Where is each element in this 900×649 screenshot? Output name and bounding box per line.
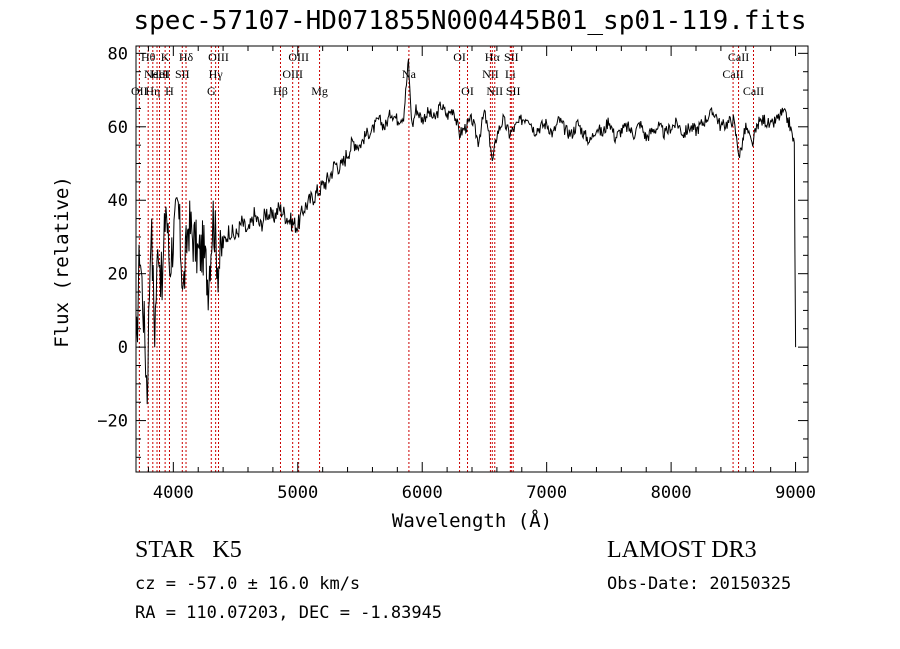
plot-frame [135, 45, 809, 473]
survey-label: LAMOST DR3 [607, 537, 757, 563]
spectral-line-label: OI [453, 50, 466, 64]
x-tick-label: 5000 [277, 483, 318, 503]
axes-layer: 4000 5000 6000 7000 8000 9000 −20 0 20 40 60 80 [97, 44, 816, 503]
spectral-lines-layer: OIIHθHηNeIIIHeIKHSIIHδGHγOIIIHβOIIIOIIIM… [131, 46, 764, 472]
spectrum-line [135, 59, 797, 405]
y-tick-label: 60 [108, 118, 128, 138]
spectral-line-label: Hη [145, 84, 160, 98]
spectral-line-label: Hδ [179, 50, 194, 64]
spectral-line-label: K [161, 50, 170, 64]
x-tick-label: 6000 [402, 483, 443, 503]
chart-title: spec-57107-HD071855N000445B01_sp01-119.f… [133, 6, 807, 36]
x-tick-label: 4000 [153, 483, 194, 503]
spectral-line-label: Hβ [273, 84, 288, 98]
x-tick-label: 9000 [775, 483, 816, 503]
spectral-line-label: SII [175, 67, 190, 81]
redshift-label: cz = -57.0 ± 16.0 km/s [135, 574, 361, 594]
spectral-line-label: Hθ [141, 50, 156, 64]
spectral-line-label: OIII [288, 50, 309, 64]
y-axis-label: Flux (relative) [51, 176, 73, 348]
spectral-line-label: CaII [722, 67, 743, 81]
spectral-line-label: OI [461, 84, 474, 98]
spectral-line-label: Mg [311, 84, 328, 98]
spectral-line-label: NeIII [144, 67, 170, 81]
y-tick-label: 40 [108, 191, 128, 211]
spectral-line-label: NII [486, 84, 503, 98]
x-tick-label: 7000 [526, 483, 567, 503]
spectral-line-label: Hα [485, 50, 501, 64]
spectral-line-label: HeI [151, 67, 169, 81]
y-tick-label: 80 [108, 44, 128, 64]
y-tick-label: 20 [108, 265, 128, 285]
y-tick-label: −20 [97, 412, 128, 432]
spectral-line-label: OIII [208, 50, 229, 64]
spectral-line-label: Hγ [209, 67, 224, 81]
spectral-line-label: CaII [743, 84, 764, 98]
spectrum-layer [135, 59, 797, 405]
obs-date-label: Obs-Date: 20150325 [607, 574, 792, 594]
spectral-line-label: NII [482, 67, 499, 81]
spectral-line-label: OIII [282, 67, 303, 81]
spectral-line-label: SII [504, 50, 519, 64]
spectral-line-label: SII [506, 84, 521, 98]
object-class-label: STAR K5 [135, 537, 242, 563]
spectral-line-label: H [165, 84, 174, 98]
spectral-line-label: OII [131, 84, 148, 98]
spectral-line-label: G [207, 84, 216, 98]
y-tick-label: 0 [118, 338, 128, 358]
x-tick-label: 8000 [651, 483, 692, 503]
spectral-line-label: Li [505, 67, 516, 81]
spectral-line-label: CaII [728, 50, 749, 64]
coordinates-label: RA = 110.07203, DEC = -1.83945 [135, 603, 443, 623]
x-axis-label: Wavelength (Å) [391, 510, 553, 532]
